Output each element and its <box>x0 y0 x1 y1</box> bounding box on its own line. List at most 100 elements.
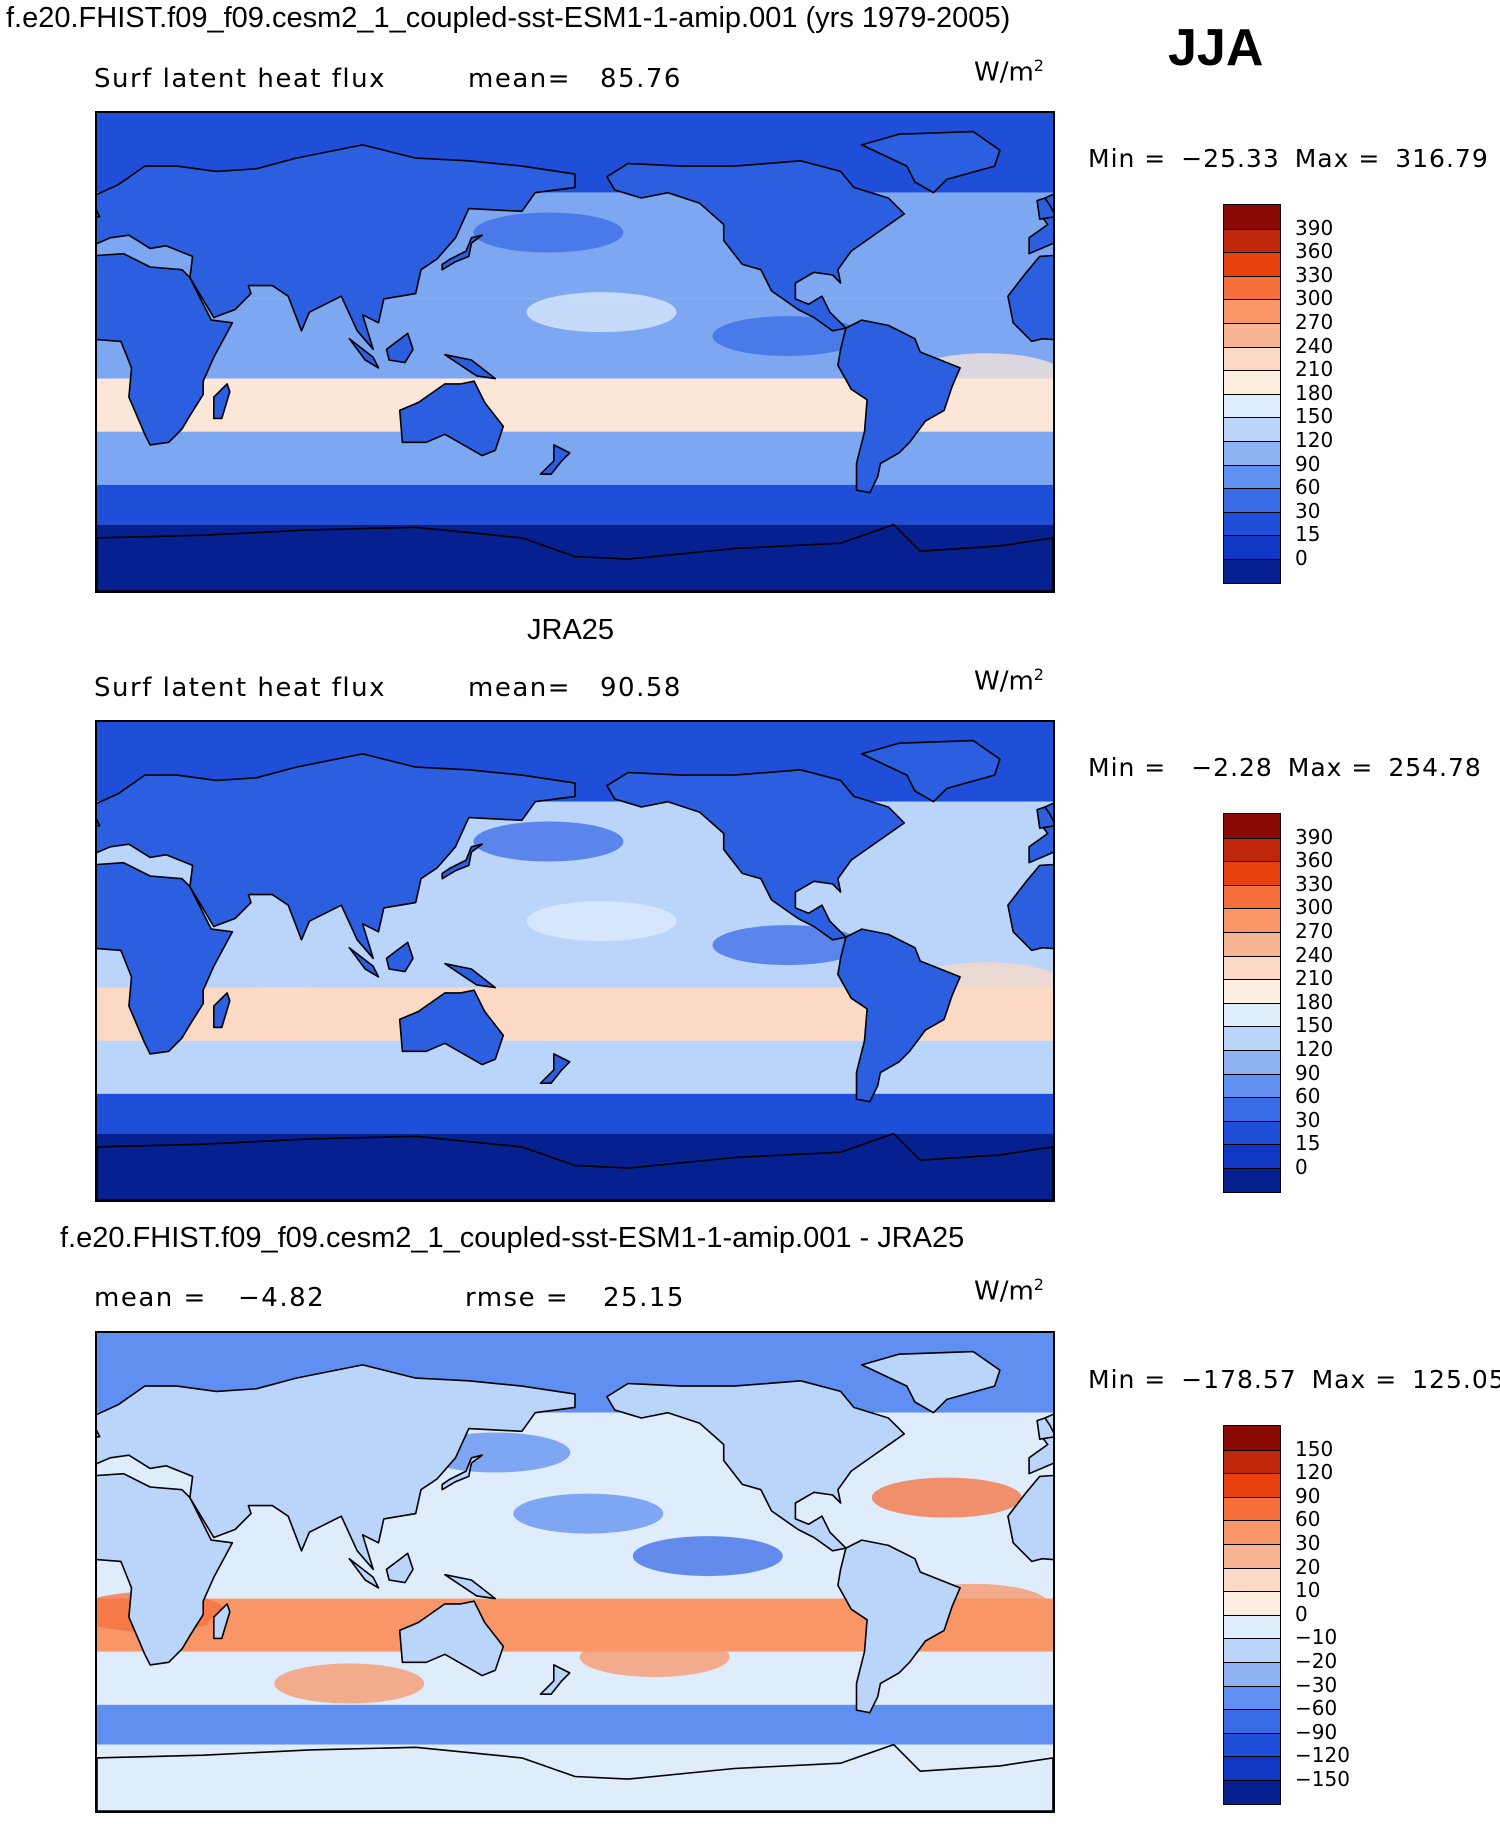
continent-australia <box>398 380 505 457</box>
continent-greenland <box>860 739 1001 803</box>
continent-newguinea <box>444 962 497 989</box>
continent-uk <box>97 209 101 218</box>
colorbar-tick-label: 150 <box>1295 404 1334 429</box>
colorbar-swatch <box>1224 1732 1280 1757</box>
colorbar-swatch <box>1224 441 1280 465</box>
colorbar-swatch <box>1224 1073 1280 1098</box>
panel1-map <box>95 111 1055 593</box>
field-blob <box>274 1663 425 1704</box>
continent-greenland <box>860 1350 1001 1414</box>
continent-antarctica <box>97 1743 1053 1811</box>
continent-borneo <box>385 941 414 973</box>
colorbar-swatch <box>1224 1756 1280 1780</box>
colorbar-tick-label: 15 <box>1295 1131 1321 1156</box>
colorbar-swatch <box>1224 861 1280 885</box>
continent-japan <box>441 1454 483 1491</box>
colorbar-tick-label: 20 <box>1295 1554 1321 1579</box>
colorbar-swatch <box>1224 1120 1280 1145</box>
panel3-rmse-value: 25.15 <box>603 1283 685 1313</box>
continent-australia <box>398 1600 505 1677</box>
colorbar-swatch <box>1224 1496 1280 1521</box>
field-blob <box>526 292 677 333</box>
continent-uk <box>97 818 101 827</box>
colorbar-swatch <box>1224 1544 1280 1568</box>
colorbar-swatch <box>1224 275 1280 300</box>
colorbar-tick-label: 390 <box>1295 824 1334 849</box>
field-band <box>97 484 1053 525</box>
colorbar-tick-label: 150 <box>1295 1436 1334 1461</box>
colorbar-tick-label: 330 <box>1295 871 1334 896</box>
panel3-map-svg <box>97 1333 1053 1811</box>
colorbar-swatch <box>1224 370 1280 394</box>
continent-borneo <box>385 1552 414 1584</box>
panel1-map-svg <box>97 113 1053 591</box>
panel3-rmse-label: rmse = <box>465 1283 570 1313</box>
colorbar-swatch <box>1224 1520 1280 1544</box>
colorbar-swatch <box>1224 1426 1280 1450</box>
panel3-mean-label: mean = <box>94 1283 207 1313</box>
colorbar-tick-label: 15 <box>1295 522 1321 547</box>
panel2-map-svg <box>97 722 1053 1200</box>
colorbar-swatch <box>1224 955 1280 980</box>
continent-newzealand <box>539 1664 571 1696</box>
colorbar-swatch <box>1224 1780 1280 1804</box>
colorbar-swatch <box>1224 1168 1280 1192</box>
field-blob <box>207 1605 358 1646</box>
field-blob <box>207 379 358 420</box>
colorbar-swatch <box>1224 323 1280 347</box>
continent-northamerica <box>606 1379 906 1552</box>
continent-japan <box>441 843 483 880</box>
colorbar-tick-label: 360 <box>1295 239 1334 264</box>
continent-eurasia <box>97 1364 576 1571</box>
colorbar-tick-label: 60 <box>1295 1507 1321 1532</box>
panel3-heading: f.e20.FHIST.f09_f09.cesm2_1_coupled-sst-… <box>60 1222 965 1254</box>
continent-africa <box>97 252 234 446</box>
continent-eurasia <box>97 753 576 960</box>
panel3-units: W/m2 <box>974 1275 1044 1307</box>
colorbar-tick-label: 60 <box>1295 475 1321 500</box>
colorbar-tick-label: −30 <box>1295 1672 1338 1697</box>
colorbar-tick-label: 300 <box>1295 286 1334 311</box>
colorbar-tick-label: 10 <box>1295 1578 1321 1603</box>
colorbar-swatch <box>1224 346 1280 371</box>
panel1-stat-label: mean= <box>468 64 572 94</box>
continent-uk <box>1036 197 1053 220</box>
colorbar-tick-label: −10 <box>1295 1625 1338 1650</box>
colorbar-swatch <box>1224 1002 1280 1027</box>
colorbar-swatch <box>1224 299 1280 323</box>
panel2-stat-value: 90.58 <box>600 673 682 703</box>
season-label: JJA <box>1168 19 1264 77</box>
panel2-units: W/m2 <box>974 665 1044 697</box>
colorbar-tick-label: 180 <box>1295 380 1334 405</box>
colorbar-tick-label: −120 <box>1295 1743 1350 1768</box>
colorbar-swatch <box>1224 1614 1280 1639</box>
panel2-minmax: Min = −2.28 Max = 254.78 <box>1088 753 1482 782</box>
colorbar-swatch <box>1224 511 1280 536</box>
continent-antarctica <box>97 1132 1053 1200</box>
colorbar-tick-label: 30 <box>1295 498 1321 523</box>
continent-sumatra <box>348 337 380 369</box>
colorbar-tick-label: 240 <box>1295 942 1334 967</box>
continent-borneo <box>385 332 414 364</box>
field-blob <box>579 1636 730 1677</box>
colorbar-tick-label: 330 <box>1295 262 1334 287</box>
continent-madagascar <box>213 383 231 420</box>
continent-sumatra <box>348 946 380 978</box>
continent-madagascar <box>213 992 231 1029</box>
continent-africa <box>97 1472 234 1666</box>
colorbar-swatch <box>1224 1097 1280 1121</box>
colorbar-swatch <box>1224 1685 1280 1710</box>
continent-northamerica <box>606 159 906 332</box>
colorbar-tick-label: −20 <box>1295 1649 1338 1673</box>
field-blob <box>473 821 624 862</box>
colorbar-strip <box>1223 204 1281 584</box>
field-band <box>97 1093 1053 1134</box>
colorbar-swatch <box>1224 464 1280 489</box>
continent-southamerica <box>837 319 961 494</box>
continent-newguinea <box>444 1573 497 1600</box>
panel3-mean-value: −4.82 <box>238 1283 326 1313</box>
colorbar-tick-label: 210 <box>1295 357 1334 382</box>
colorbar-tick-label: 120 <box>1295 1460 1334 1485</box>
field-blob <box>871 1477 1022 1518</box>
colorbar-swatch <box>1224 1473 1280 1497</box>
